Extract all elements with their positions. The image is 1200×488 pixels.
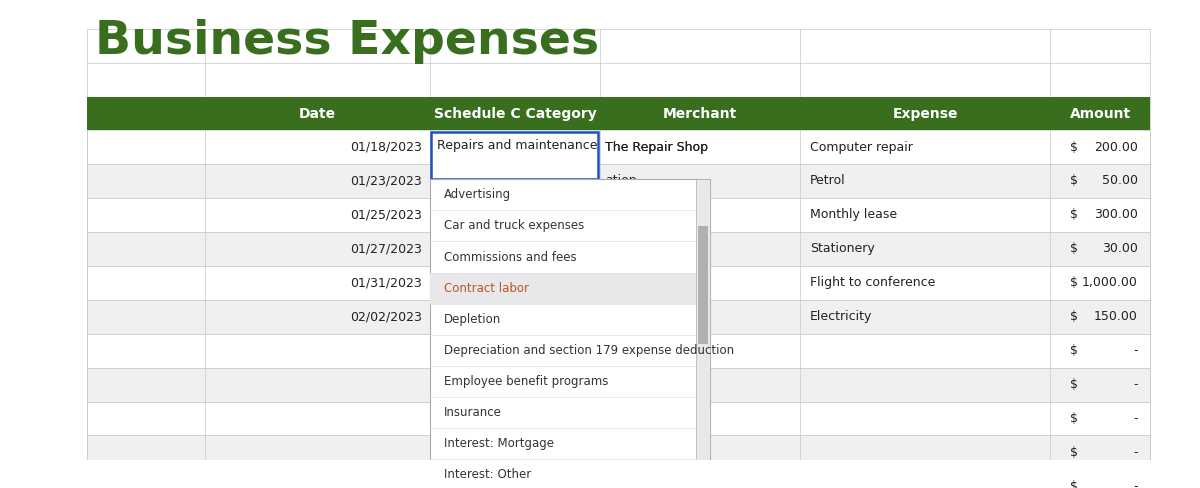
- Bar: [88, 300, 1150, 334]
- Bar: [88, 130, 1150, 164]
- Text: 01/23/2023: 01/23/2023: [350, 174, 422, 187]
- Text: Flight to conference: Flight to conference: [810, 276, 935, 289]
- Text: Petrol: Petrol: [810, 174, 846, 187]
- Text: -: -: [1134, 344, 1138, 357]
- Text: Contract labor: Contract labor: [444, 282, 529, 295]
- Text: Employee benefit programs: Employee benefit programs: [444, 375, 608, 388]
- Bar: [88, 198, 1150, 232]
- Text: The Repair Shop: The Repair Shop: [605, 141, 708, 154]
- Text: 01/27/2023: 01/27/2023: [350, 243, 422, 255]
- Text: Depletion: Depletion: [444, 313, 502, 325]
- Text: The Repair Shop: The Repair Shop: [605, 141, 708, 154]
- Text: 01/18/2023: 01/18/2023: [350, 141, 422, 154]
- Text: Insurance: Insurance: [444, 406, 502, 419]
- Text: $: $: [1070, 310, 1078, 323]
- Text: Commissions and fees: Commissions and fees: [444, 250, 577, 264]
- Bar: [88, 402, 1150, 435]
- Text: $: $: [1070, 141, 1078, 154]
- Bar: [88, 232, 1150, 266]
- Text: 1,000.00: 1,000.00: [1082, 276, 1138, 289]
- Bar: [430, 273, 696, 304]
- Text: -: -: [1134, 378, 1138, 391]
- Bar: [88, 469, 1150, 488]
- Text: 150.00: 150.00: [1094, 310, 1138, 323]
- Text: $: $: [1070, 208, 1078, 222]
- Text: $: $: [1070, 446, 1078, 459]
- Text: Stationery: Stationery: [810, 243, 875, 255]
- Text: Interest: Other: Interest: Other: [444, 468, 532, 481]
- Bar: [430, 179, 710, 488]
- Text: Interest: Mortgage: Interest: Mortgage: [444, 437, 554, 450]
- Bar: [698, 226, 708, 344]
- Text: ation: ation: [605, 174, 637, 187]
- Text: 300.00: 300.00: [1094, 208, 1138, 222]
- Bar: [696, 179, 710, 488]
- Text: Date: Date: [299, 106, 336, 121]
- Text: 01/25/2023: 01/25/2023: [350, 208, 422, 222]
- Text: $: $: [1070, 243, 1078, 255]
- Text: Amount: Amount: [1069, 106, 1130, 121]
- Bar: [88, 97, 1150, 130]
- Bar: [431, 132, 598, 179]
- Bar: [88, 367, 1150, 402]
- Bar: [88, 334, 1150, 367]
- Text: Computer repair: Computer repair: [810, 141, 913, 154]
- Text: 200.00: 200.00: [1094, 141, 1138, 154]
- Text: Merchant: Merchant: [662, 106, 737, 121]
- Text: plies: plies: [605, 243, 634, 255]
- Text: Electricity: Electricity: [810, 310, 872, 323]
- Text: $: $: [1070, 480, 1078, 488]
- Text: 30.00: 30.00: [1102, 243, 1138, 255]
- Text: $: $: [1070, 276, 1078, 289]
- Text: Business Expenses: Business Expenses: [95, 19, 599, 64]
- Text: $: $: [1070, 378, 1078, 391]
- Bar: [88, 435, 1150, 469]
- Text: Schedule C Category: Schedule C Category: [433, 106, 596, 121]
- Text: Car and truck expenses: Car and truck expenses: [444, 220, 584, 232]
- Bar: [88, 266, 1150, 300]
- Text: 02/02/2023: 02/02/2023: [350, 310, 422, 323]
- Text: Expense: Expense: [893, 106, 958, 121]
- Bar: [88, 164, 1150, 198]
- Text: $: $: [1070, 412, 1078, 425]
- Text: 50.00: 50.00: [1102, 174, 1138, 187]
- Text: -: -: [1134, 412, 1138, 425]
- Text: $: $: [1070, 174, 1078, 187]
- Text: $: $: [1070, 344, 1078, 357]
- Text: 01/31/2023: 01/31/2023: [350, 276, 422, 289]
- Text: -: -: [1134, 446, 1138, 459]
- Text: -: -: [1134, 480, 1138, 488]
- Text: Monthly lease: Monthly lease: [810, 208, 898, 222]
- Text: Depreciation and section 179 expense deduction: Depreciation and section 179 expense ded…: [444, 344, 734, 357]
- Text: Repairs and maintenance: Repairs and maintenance: [437, 139, 598, 152]
- Text: Seller: Seller: [605, 208, 641, 222]
- Text: Advertising: Advertising: [444, 188, 511, 202]
